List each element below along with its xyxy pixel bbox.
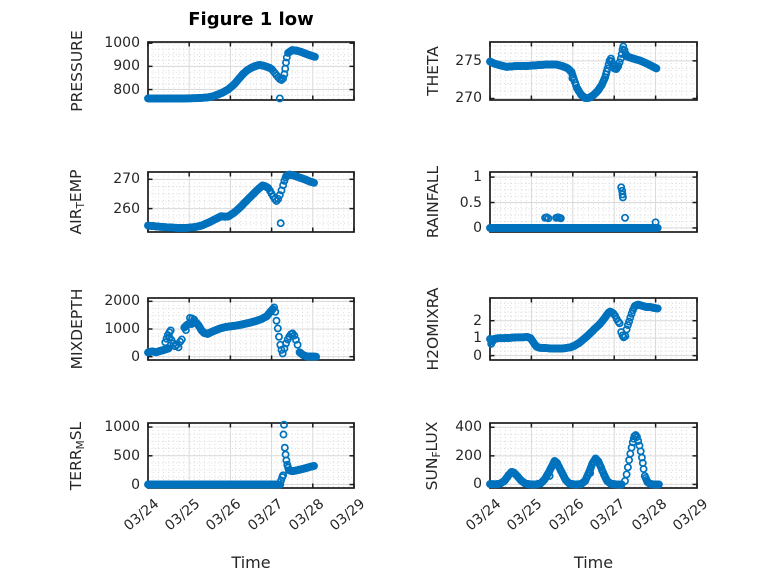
x-axis-label-left: Time xyxy=(231,553,271,572)
air_temp-minor-grid xyxy=(148,172,354,232)
y-axis-label-part: MIXDEPTH xyxy=(68,288,86,370)
pressure-markers xyxy=(144,46,319,103)
h2omixra-ytick-label: 1 xyxy=(473,330,482,347)
y-axis-label-terr_msl: TERRMSL xyxy=(67,421,87,489)
terr_msl-ytick-label: 1000 xyxy=(104,419,140,436)
air_temp-axes-box xyxy=(147,171,355,233)
subplot-rainfall xyxy=(486,171,698,233)
sun_flux-ytick-label: 0 xyxy=(473,476,482,493)
y-axis-label-part: H2OMIXRA xyxy=(424,287,442,371)
y-axis-label-part: F xyxy=(431,450,444,458)
air_temp-ytick-label: 270 xyxy=(113,171,140,188)
y-axis-label-part: EMP xyxy=(66,169,85,203)
subplot-terr_msl xyxy=(144,420,355,489)
terr_msl-ytick-label: 500 xyxy=(113,447,140,464)
y-axis-label-part: AIR xyxy=(66,208,85,235)
terr_msl-markers xyxy=(144,420,318,489)
sun_flux-ytick-label: 200 xyxy=(455,447,482,464)
mixdepth-ytick-label: 2000 xyxy=(104,293,140,310)
pressure-minor-grid xyxy=(148,42,354,100)
y-axis-label-rainfall: RAINFALL xyxy=(424,166,442,238)
rainfall-ytick-label: 1 xyxy=(473,169,482,186)
y-axis-label-pressure: PRESSURE xyxy=(68,30,86,112)
sun_flux-ytick-label: 400 xyxy=(455,419,482,436)
y-axis-label-part: LUX xyxy=(422,421,441,451)
subplot-theta xyxy=(486,41,698,103)
y-axis-label-air_temp: AIRTEMP xyxy=(67,170,87,235)
pressure-axes-box xyxy=(147,41,355,101)
h2omixra-markers xyxy=(486,300,662,353)
sun_flux-markers xyxy=(486,431,663,489)
y-axis-label-part: T xyxy=(75,202,88,209)
x-axis-label-right: Time xyxy=(573,553,614,572)
h2omixra-axes-box xyxy=(489,297,698,361)
rainfall-markers xyxy=(486,183,662,232)
theta-axes-box xyxy=(489,41,698,101)
sun_flux-minor-grid xyxy=(490,423,697,488)
rainfall-axes-box xyxy=(489,171,698,233)
y-axis-label-sun_flux: SUNFLUX xyxy=(423,421,443,490)
mixdepth-minor-grid xyxy=(148,298,354,360)
mixdepth-ytick-label: 1000 xyxy=(104,321,140,337)
h2omixra-ytick-label: 2 xyxy=(473,312,482,329)
y-axis-label-mixdepth: MIXDEPTH xyxy=(68,289,86,370)
subplot-air_temp xyxy=(144,170,355,233)
y-axis-label-part: TERR xyxy=(66,448,85,490)
air_temp-markers xyxy=(144,170,318,232)
y-axis-label-part: SL xyxy=(66,421,85,440)
theta-ytick-label: 270 xyxy=(455,90,482,107)
mixdepth-ytick-label: 0 xyxy=(131,348,140,365)
mixdepth-markers xyxy=(144,303,321,361)
sun_flux-axes-box xyxy=(489,422,698,489)
subplot-sun_flux xyxy=(486,422,698,489)
theta-ytick-label: 275 xyxy=(455,52,482,69)
pressure-ytick-label: 1000 xyxy=(104,35,140,52)
y-axis-label-part: PRESSURE xyxy=(68,30,86,112)
y-axis-label-part: THETA xyxy=(424,46,442,96)
figure-title: Figure 1 low xyxy=(188,9,314,30)
subplot-pressure xyxy=(144,41,355,103)
terr_msl-minor-grid xyxy=(148,423,354,488)
rainfall-ytick-label: 0 xyxy=(473,219,482,236)
pressure-ytick-label: 900 xyxy=(113,58,140,75)
y-axis-label-theta: THETA xyxy=(424,46,442,96)
y-axis-label-part: M xyxy=(75,439,88,449)
air_temp-ytick-label: 260 xyxy=(113,200,140,217)
theta-markers xyxy=(486,42,661,103)
y-axis-label-part: SUN xyxy=(422,457,441,490)
y-axis-label-h2omixra: H2OMIXRA xyxy=(424,287,442,370)
mixdepth-axes-box xyxy=(147,297,355,361)
y-axis-label-part: RAINFALL xyxy=(424,165,442,239)
h2omixra-ytick-label: 0 xyxy=(473,347,482,364)
terr_msl-ytick-label: 0 xyxy=(131,476,140,493)
rainfall-ytick-label: 0.5 xyxy=(459,194,482,211)
subplot-mixdepth xyxy=(144,297,355,361)
pressure-ytick-label: 800 xyxy=(113,81,140,98)
subplot-h2omixra xyxy=(486,297,698,361)
